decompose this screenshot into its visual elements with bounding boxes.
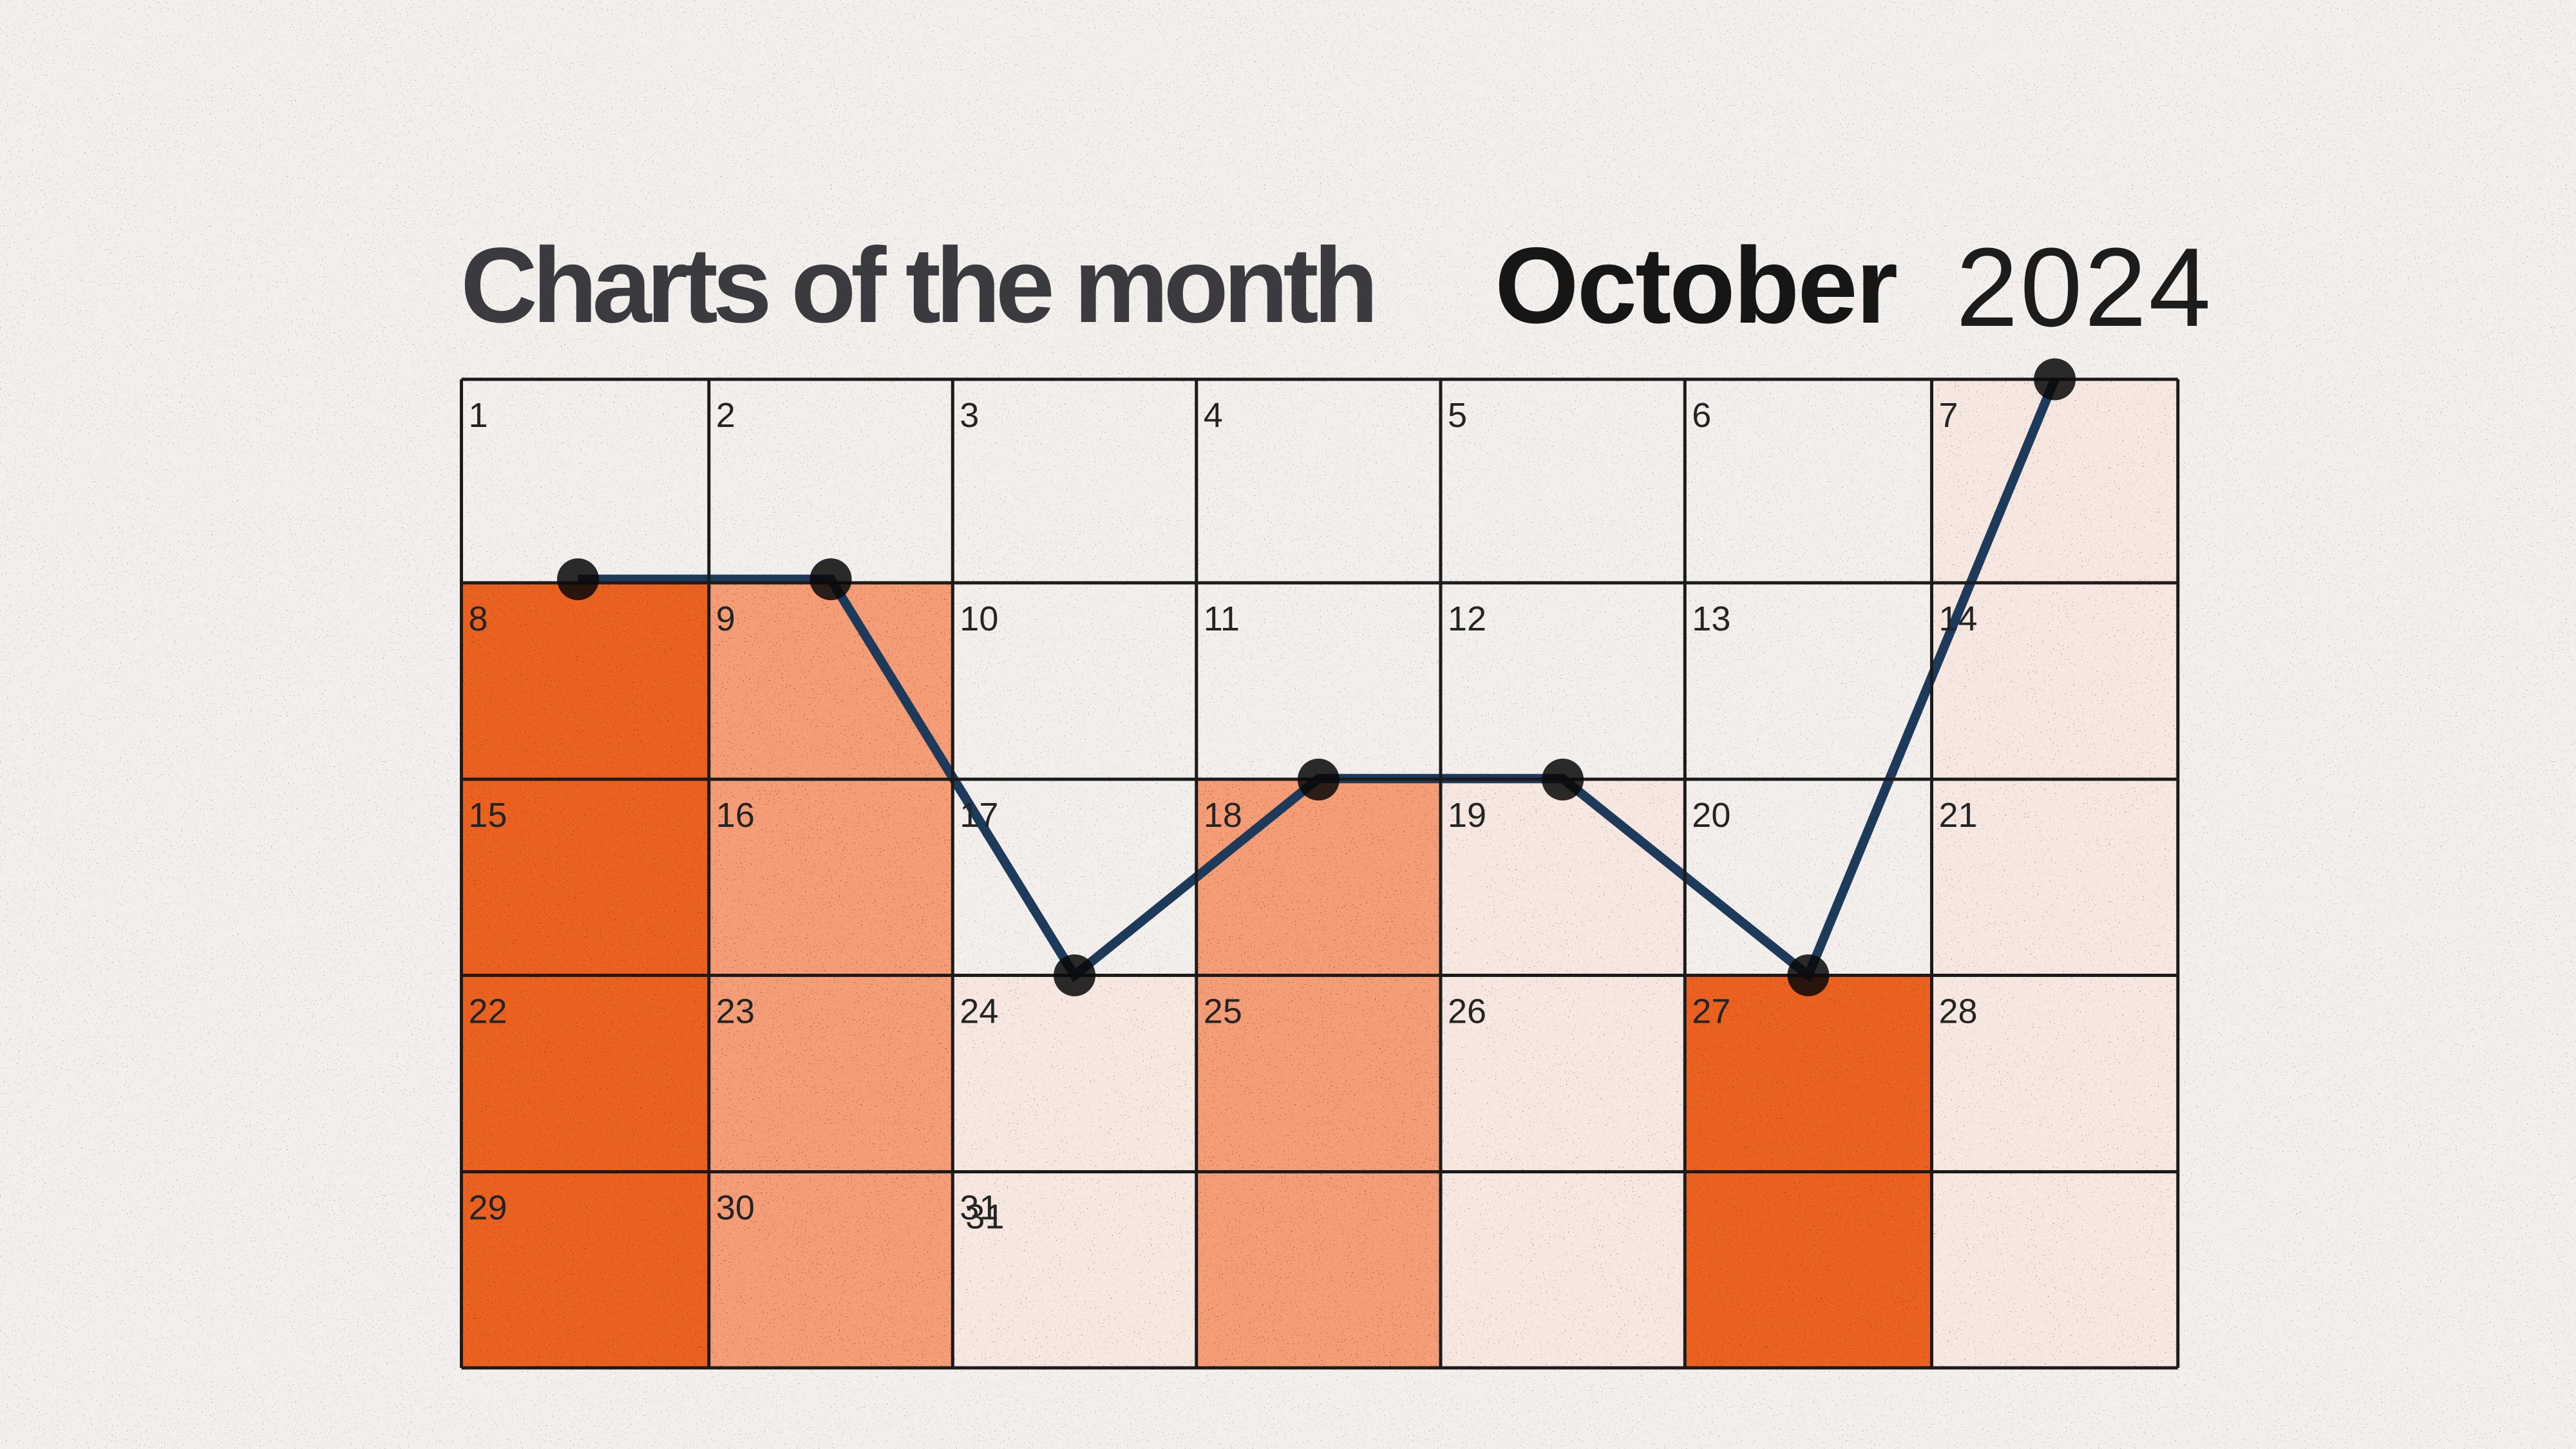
svg-text:6: 6 (1692, 396, 1711, 435)
svg-text:3: 3 (960, 396, 979, 435)
svg-text:28: 28 (1939, 992, 1978, 1031)
svg-text:31: 31 (965, 1198, 1004, 1236)
svg-text:26: 26 (1448, 992, 1486, 1031)
svg-text:24: 24 (960, 992, 998, 1031)
svg-text:12: 12 (1448, 600, 1486, 638)
svg-text:25: 25 (1204, 992, 1242, 1031)
svg-text:13: 13 (1692, 600, 1730, 638)
svg-text:4: 4 (1204, 396, 1223, 435)
svg-text:2: 2 (716, 396, 735, 435)
svg-text:14: 14 (1939, 600, 1978, 638)
svg-text:18: 18 (1204, 796, 1242, 835)
svg-text:5: 5 (1448, 396, 1467, 435)
svg-text:15: 15 (469, 796, 507, 835)
svg-text:21: 21 (1939, 796, 1978, 835)
svg-text:22: 22 (469, 992, 507, 1031)
svg-text:7: 7 (1939, 396, 1958, 435)
svg-text:9: 9 (716, 600, 735, 638)
svg-text:17: 17 (960, 796, 998, 835)
svg-text:10: 10 (960, 600, 998, 638)
svg-text:11: 11 (1204, 600, 1240, 638)
svg-text:30: 30 (716, 1189, 755, 1227)
svg-text:20: 20 (1692, 796, 1730, 835)
svg-text:23: 23 (716, 992, 755, 1031)
svg-text:29: 29 (469, 1189, 507, 1227)
svg-text:19: 19 (1448, 796, 1486, 835)
svg-text:31: 31 (960, 1189, 998, 1227)
svg-text:27: 27 (1692, 992, 1730, 1031)
svg-text:16: 16 (716, 796, 755, 835)
svg-text:1: 1 (469, 396, 488, 435)
svg-text:8: 8 (469, 600, 488, 638)
